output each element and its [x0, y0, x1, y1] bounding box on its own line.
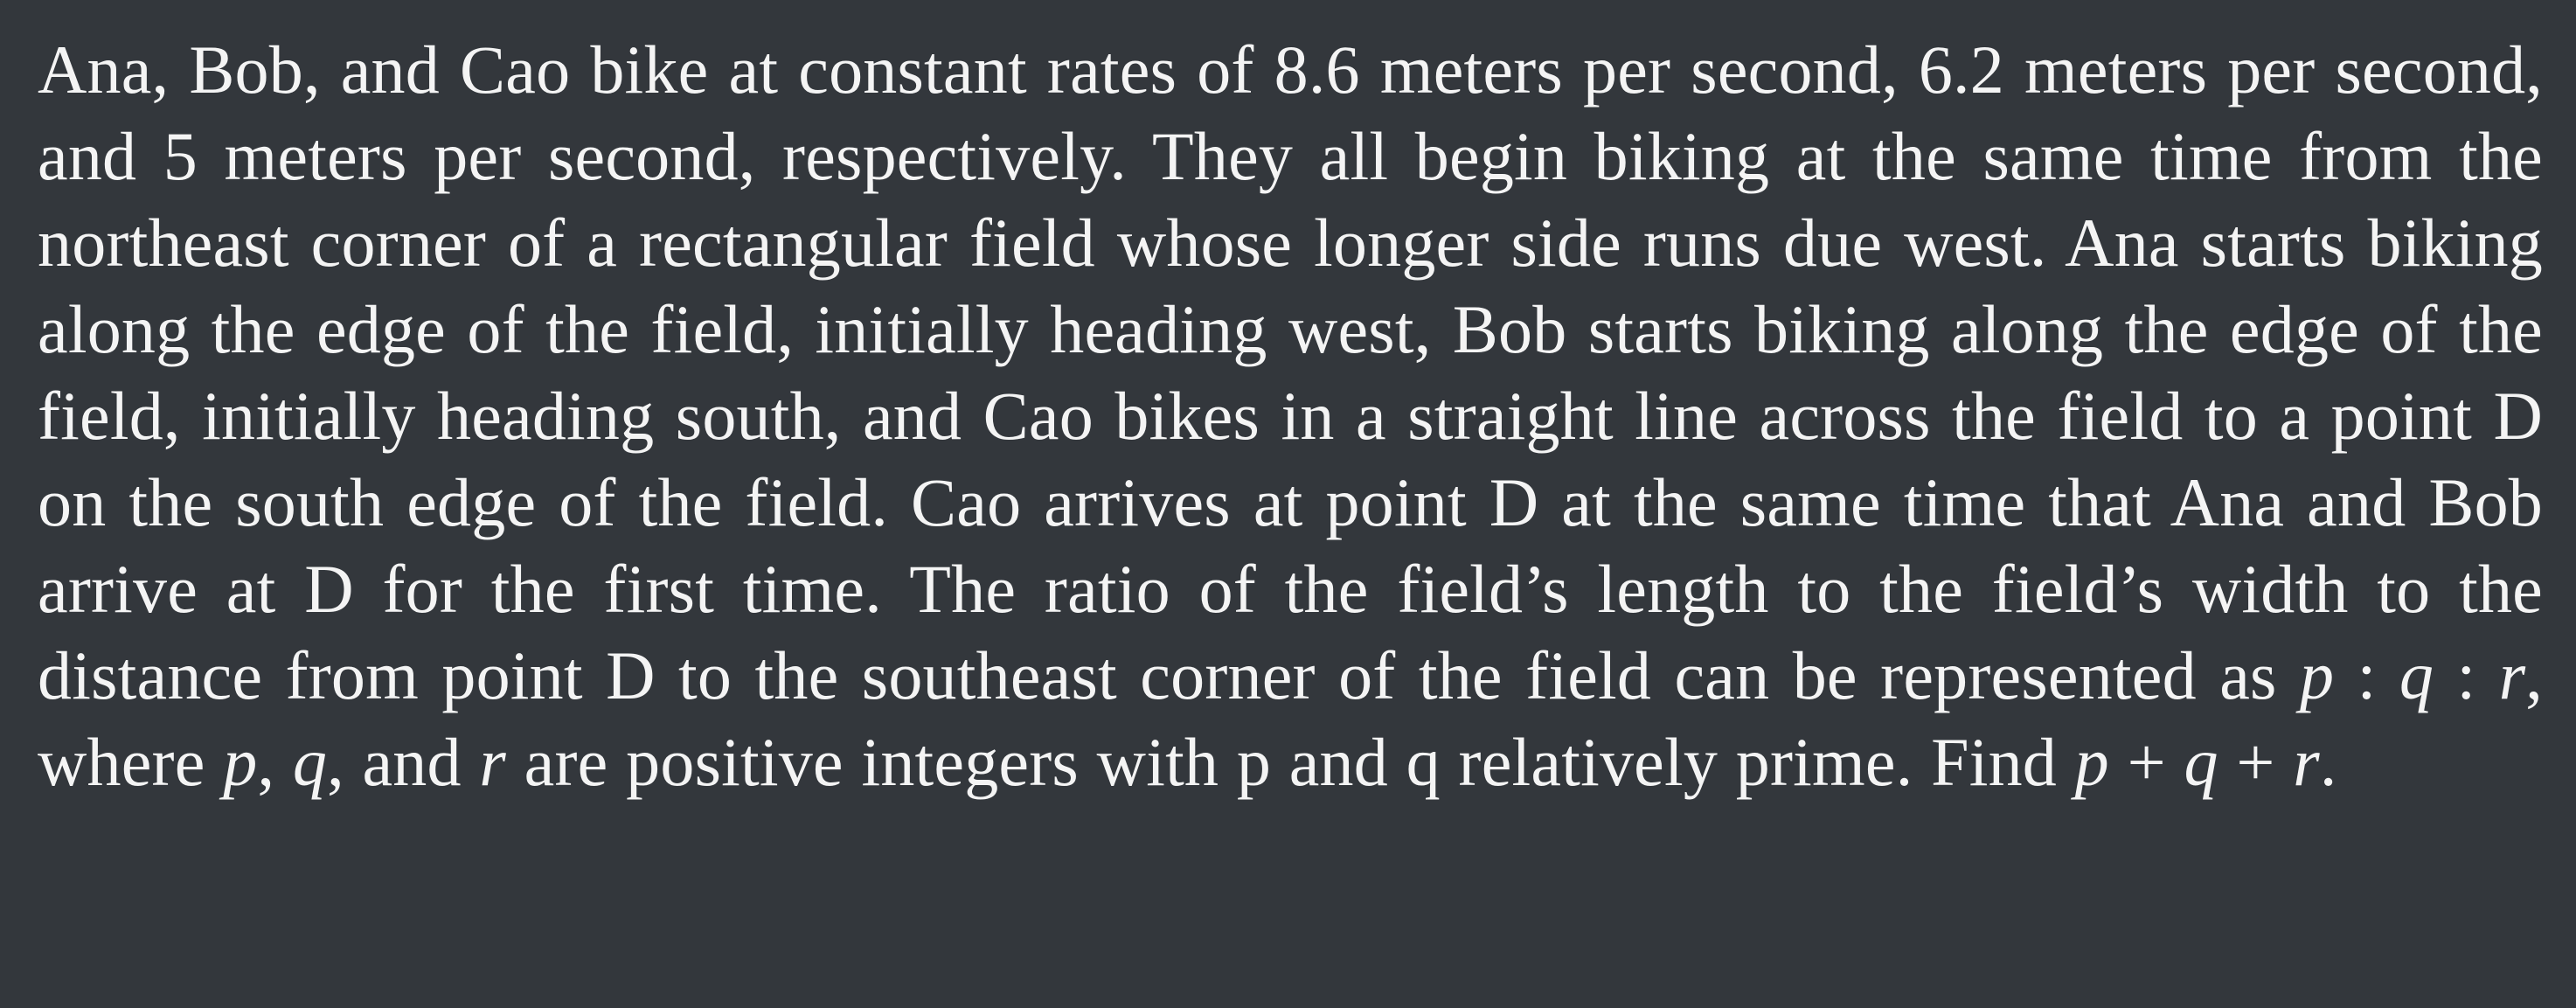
math-variable: r	[2293, 724, 2320, 800]
math-variable: q	[2184, 724, 2218, 800]
problem-text-segment: , and	[327, 724, 480, 800]
math-variable: q	[292, 724, 328, 800]
math-variable: r	[2498, 637, 2526, 713]
problem-text-segment: , where	[38, 637, 2543, 800]
math-ratio-separator: :	[2434, 637, 2499, 713]
math-ratio-separator: :	[2334, 637, 2399, 713]
math-plus-operator: +	[2108, 724, 2184, 800]
problem-text-segment: ,	[257, 724, 293, 800]
math-variable: q	[2399, 637, 2434, 713]
math-plus-operator: +	[2218, 724, 2294, 800]
problem-text: Ana, Bob, and Cao bike at constant rates…	[38, 26, 2543, 805]
math-variable: p	[223, 724, 258, 800]
math-variable: p	[2299, 637, 2335, 713]
math-variable: p	[2074, 724, 2109, 800]
problem-body-text: Ana, Bob, and Cao bike at constant rates…	[38, 31, 2543, 713]
math-variable: r	[479, 724, 506, 800]
problem-text-segment: are positive integers with p and q relat…	[505, 724, 2075, 800]
problem-final-punctuation: .	[2319, 724, 2337, 800]
